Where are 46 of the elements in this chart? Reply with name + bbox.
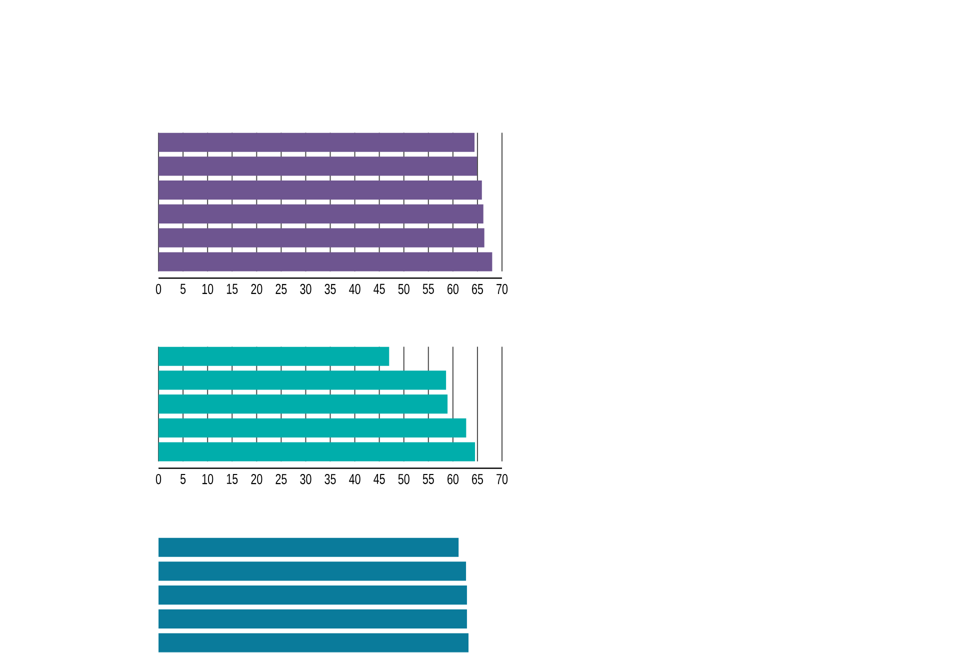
bar: [158, 228, 484, 248]
bar: [158, 132, 475, 152]
x-tick-label: 25: [276, 474, 287, 484]
x-tick-label: 50: [398, 474, 410, 484]
bar: [158, 204, 484, 224]
bar: [158, 180, 482, 200]
x-tick-label: 20: [251, 474, 262, 484]
bar: [158, 156, 477, 176]
bar: [158, 538, 459, 557]
x-tick-label: 0: [156, 284, 162, 294]
x-tick-label: 55: [422, 284, 434, 294]
x-tick-label: 10: [202, 284, 214, 294]
x-tick-label: 5: [180, 474, 186, 484]
bar: [158, 394, 448, 414]
x-tick-label: 50: [398, 284, 410, 294]
x-tick-label: 25: [276, 284, 287, 294]
bar: [158, 252, 492, 272]
x-tick-label: 45: [374, 284, 385, 294]
bar: [158, 609, 467, 629]
x-tick-label: 40: [349, 284, 360, 294]
x-tick-label: 40: [349, 474, 360, 484]
x-tick-label: 55: [422, 474, 434, 484]
x-tick-label: 65: [472, 474, 483, 484]
x-tick-label: 60: [448, 474, 458, 484]
bar: [158, 585, 467, 605]
bar: [158, 442, 476, 462]
x-tick-label: 30: [300, 284, 312, 294]
x-tick-label: 45: [374, 474, 385, 484]
bar: [158, 346, 390, 366]
x-tick-label: 15: [226, 284, 238, 294]
bar: [158, 370, 446, 390]
bar: [158, 418, 466, 438]
x-tick-label: 60: [448, 284, 458, 294]
x-tick-label: 0: [156, 474, 162, 484]
x-tick-label: 70: [496, 284, 508, 294]
x-tick-label: 35: [324, 474, 336, 484]
bar: [158, 633, 469, 652]
x-tick-label: 20: [251, 284, 262, 294]
x-tick-label: 35: [324, 284, 336, 294]
x-tick-label: 10: [202, 474, 214, 484]
x-tick-label: 5: [180, 284, 186, 294]
x-tick-label: 70: [496, 474, 508, 484]
bar: [158, 562, 466, 581]
x-tick-label: 65: [472, 284, 483, 294]
x-tick-label: 15: [226, 474, 238, 484]
x-tick-label: 30: [300, 474, 312, 484]
